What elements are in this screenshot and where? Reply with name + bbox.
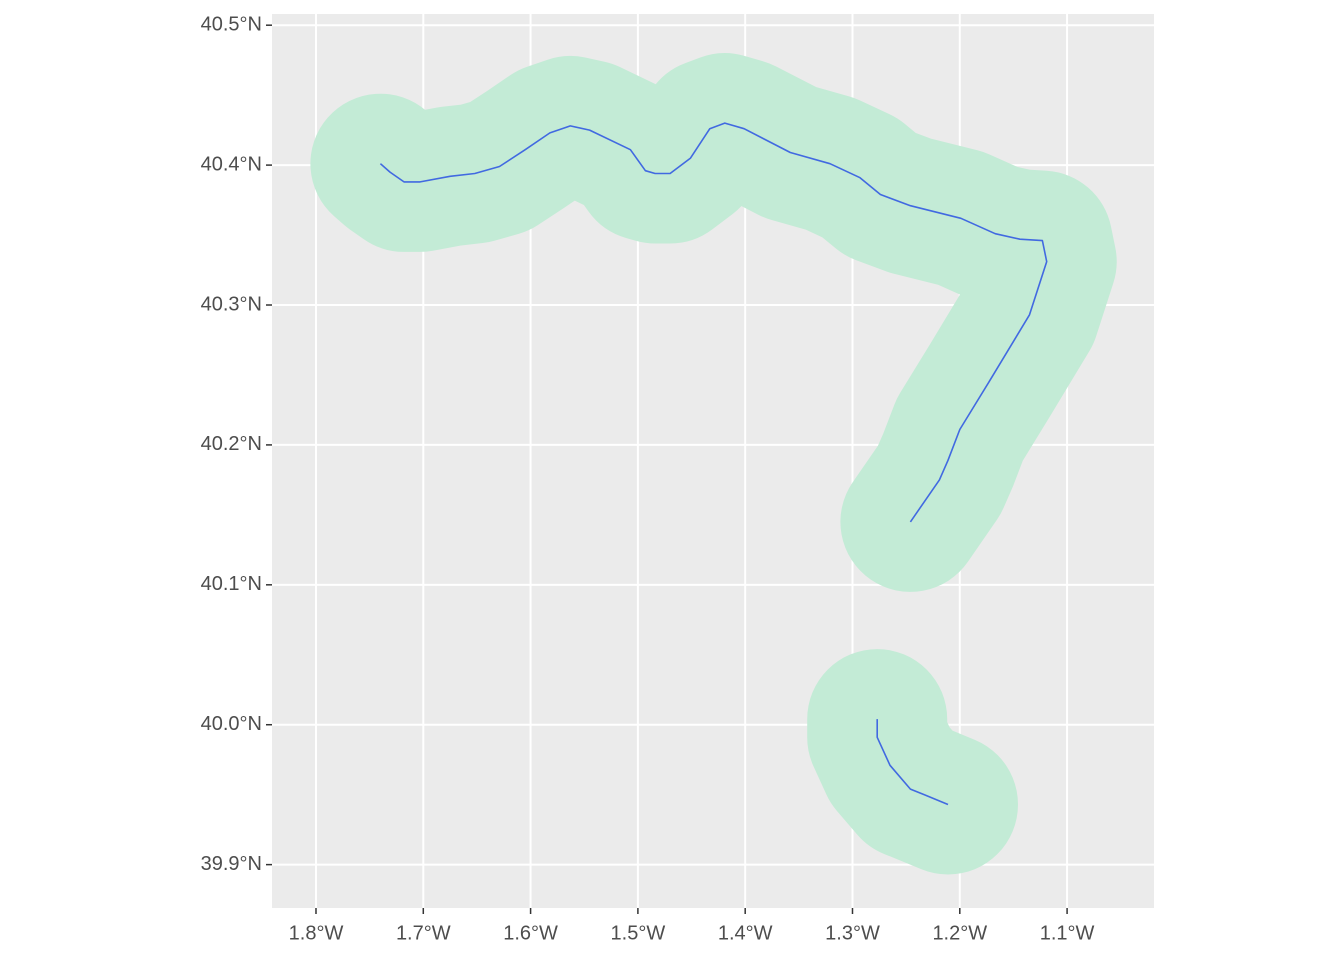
y-tick-label: 40.3°N xyxy=(201,293,262,315)
x-tick-label: 1.8°W xyxy=(289,922,344,944)
y-tick-label: 40.0°N xyxy=(201,713,262,735)
y-tick-label: 40.1°N xyxy=(201,573,262,595)
y-tick-label: 40.5°N xyxy=(201,13,262,35)
y-tick-label: 40.2°N xyxy=(201,433,262,455)
x-tick-label: 1.1°W xyxy=(1040,922,1095,944)
x-tick-label: 1.7°W xyxy=(396,922,451,944)
y-tick-label: 39.9°N xyxy=(201,853,262,875)
river-line xyxy=(379,122,1048,806)
x-tick-label: 1.6°W xyxy=(503,922,558,944)
x-tick-label: 1.4°W xyxy=(718,922,773,944)
x-tick-label: 1.5°W xyxy=(611,922,666,944)
x-tick-label: 1.3°W xyxy=(825,922,880,944)
y-tick-label: 40.4°N xyxy=(201,153,262,175)
x-tick-label: 1.2°W xyxy=(932,922,987,944)
